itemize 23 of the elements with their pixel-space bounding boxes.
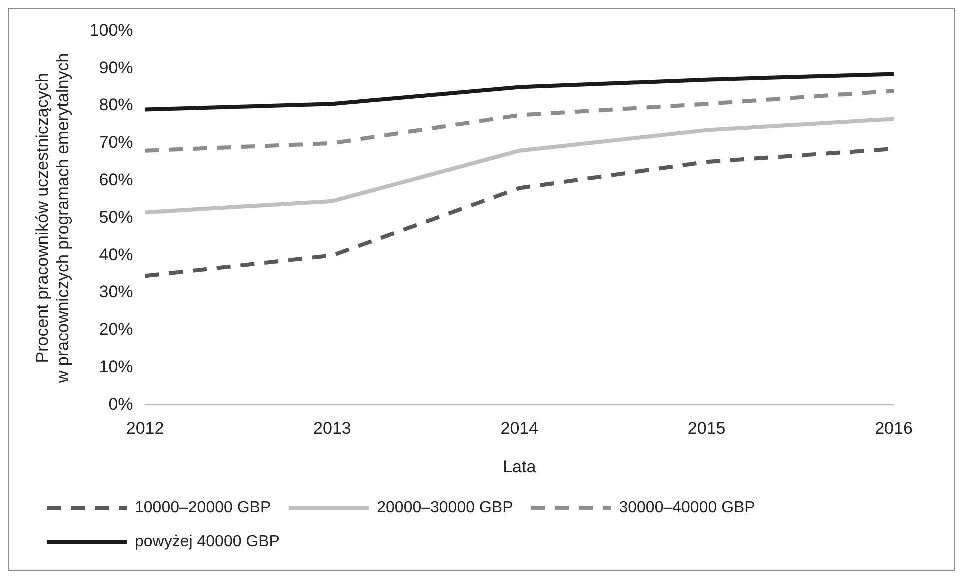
y-tick-label: 70%	[99, 133, 134, 152]
x-tick-label: 2013	[314, 419, 352, 438]
x-tick-label: 2014	[500, 419, 539, 438]
y-tick-label: 10%	[99, 357, 134, 376]
y-tick-label: 20%	[99, 320, 134, 340]
legend-label: 20000–30000 GBP	[377, 499, 514, 516]
line-series	[143, 89, 896, 153]
x-axis-title: Lata	[503, 457, 537, 476]
legend-label: 30000–40000 GBP	[619, 499, 756, 516]
y-tick-label: 40%	[99, 245, 134, 264]
y-tick-label: 80%	[99, 96, 134, 115]
x-tick-label: 2012	[126, 419, 164, 438]
y-tick-label: 0%	[108, 394, 134, 414]
y-tick-label: 90%	[99, 58, 134, 78]
y-tick-label: 50%	[99, 208, 134, 227]
legend-label: powyżej 40000 GBP	[135, 533, 280, 550]
x-tick-label: 2016	[875, 419, 913, 438]
y-tick-label: 100%	[90, 20, 134, 40]
y-axis-title: Procent pracowników uczestniczących w pracowniczych programach emerytalnych	[32, 53, 72, 384]
x-tick-label: 2015	[688, 419, 726, 438]
y-tick-label: 30%	[99, 282, 134, 302]
legend-label: 10000–20000 GBP	[135, 499, 272, 516]
y-tick-label: 60%	[99, 170, 134, 190]
